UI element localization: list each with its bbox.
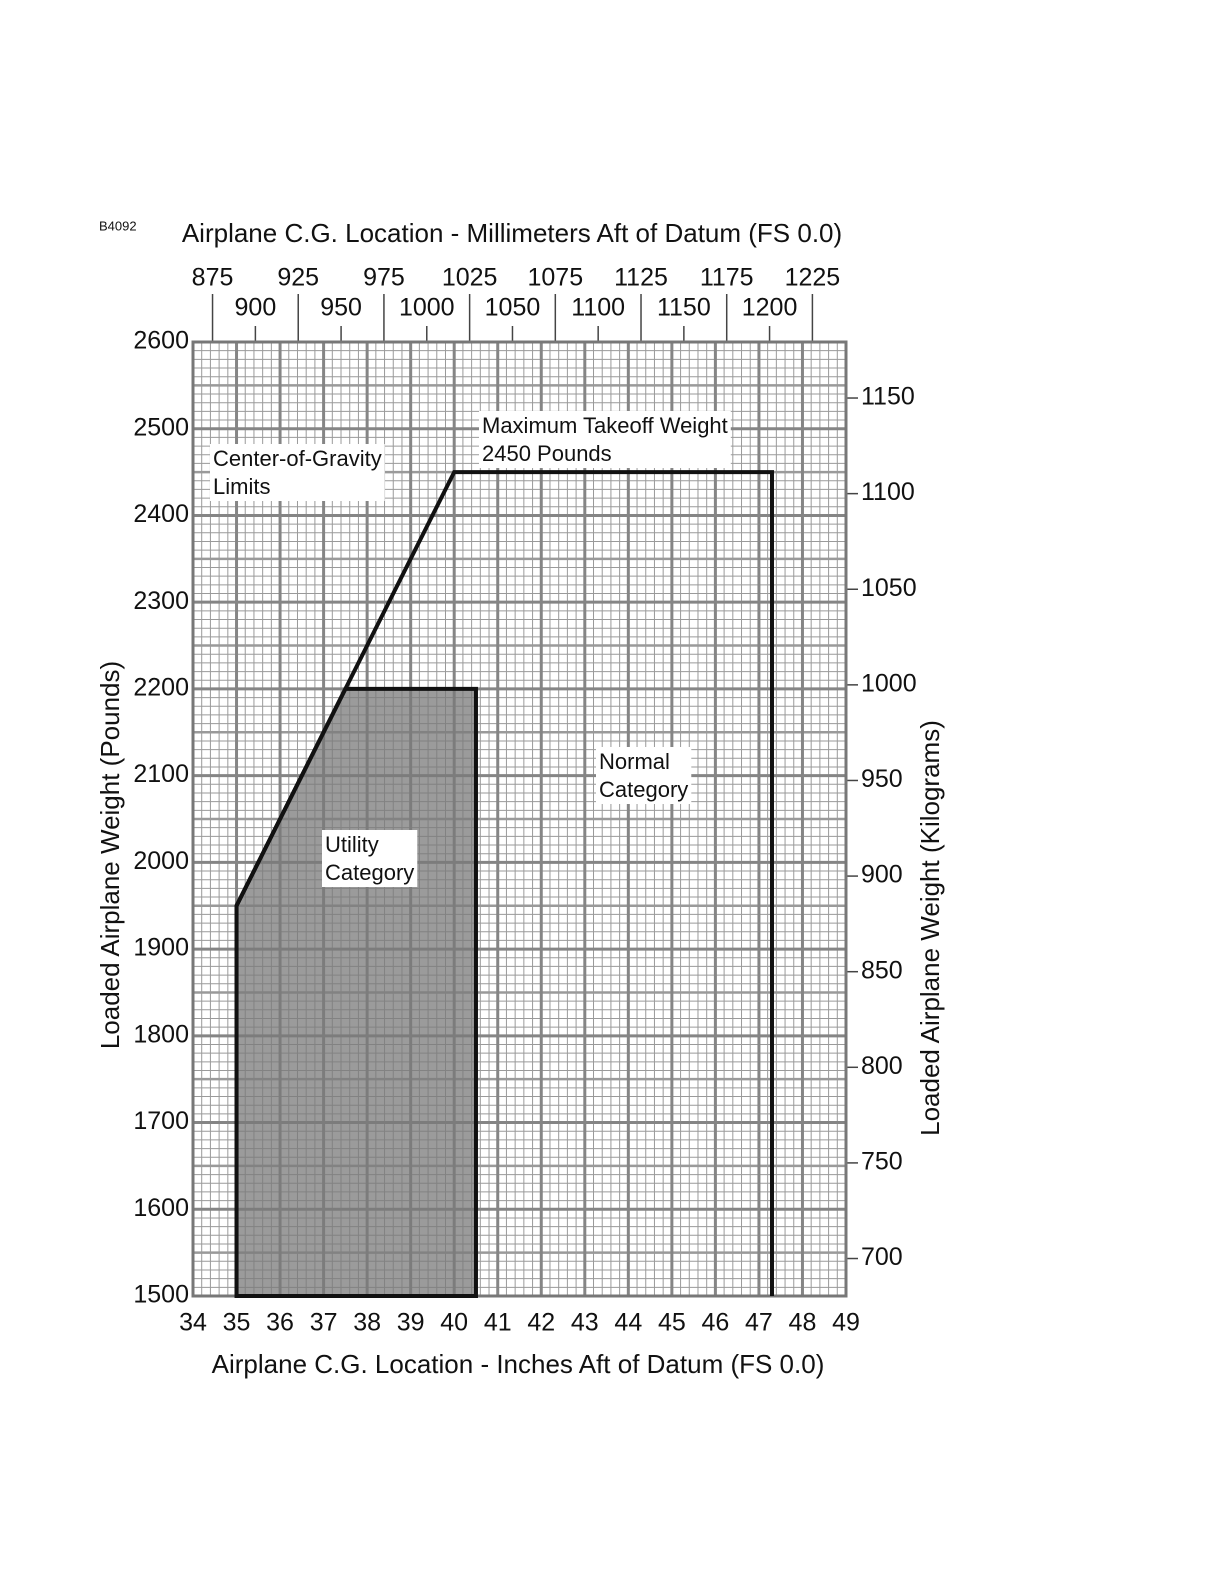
y-tick-label: 1600 bbox=[133, 1194, 189, 1222]
y-tick-label: 2200 bbox=[133, 674, 189, 702]
x2-tick-label: 925 bbox=[277, 264, 319, 292]
annotation-text: Limits bbox=[213, 474, 270, 499]
x2-tick-label: 875 bbox=[192, 264, 234, 292]
y-tick-label: 1500 bbox=[133, 1281, 189, 1309]
annotation-background bbox=[596, 747, 692, 804]
x2-tick-label: 1050 bbox=[485, 294, 541, 322]
x2-tick-label: 1175 bbox=[700, 264, 754, 292]
annotation: Center-of-Gravity Limits bbox=[210, 444, 385, 501]
x-tick-label: 38 bbox=[353, 1309, 381, 1337]
x2-tick-label: 1150 bbox=[657, 294, 711, 322]
x2-tick-label: 1200 bbox=[742, 294, 798, 322]
x2-tick-label: 1025 bbox=[442, 264, 498, 292]
x-axis-label: Airplane C.G. Location - Inches Aft of D… bbox=[212, 1349, 825, 1379]
x2-tick-label: 1225 bbox=[785, 264, 841, 292]
annotation-background bbox=[210, 444, 385, 501]
x-tick-label: 49 bbox=[832, 1309, 860, 1337]
y2-tick-label: 900 bbox=[861, 861, 903, 889]
x-tick-label: 47 bbox=[745, 1309, 773, 1337]
x2-tick-label: 1000 bbox=[399, 294, 455, 322]
y2-tick-label: 1000 bbox=[861, 669, 917, 697]
x2-tick-label: 900 bbox=[235, 294, 277, 322]
annotation-text: 2450 Pounds bbox=[482, 441, 612, 466]
y-tick-label: 2100 bbox=[133, 760, 189, 788]
y2-tick-label: 1100 bbox=[861, 478, 915, 506]
annotation-text: Maximum Takeoff Weight bbox=[482, 413, 728, 438]
annotation-text: Category bbox=[325, 860, 414, 885]
x2-tick-label: 1075 bbox=[528, 264, 584, 292]
annotation: Maximum Takeoff Weight 2450 Pounds bbox=[479, 411, 731, 468]
y-tick-label: 2600 bbox=[133, 327, 189, 355]
annotation-background bbox=[322, 830, 418, 887]
y-tick-label: 1900 bbox=[133, 934, 189, 962]
y2-tick-label: 1050 bbox=[861, 574, 917, 602]
y-tick-label: 2500 bbox=[133, 413, 189, 441]
x-tick-label: 46 bbox=[701, 1309, 729, 1337]
y2-tick-label: 750 bbox=[861, 1148, 903, 1176]
x-tick-label: 34 bbox=[179, 1309, 207, 1337]
x2-tick-label: 1100 bbox=[571, 294, 625, 322]
y2-axis-label: Loaded Airplane Weight (Kilograms) bbox=[915, 720, 945, 1136]
x-tick-label: 36 bbox=[266, 1309, 294, 1337]
y-tick-label: 2000 bbox=[133, 847, 189, 875]
x-tick-label: 39 bbox=[397, 1309, 425, 1337]
x-tick-label: 42 bbox=[527, 1309, 555, 1337]
annotation-text: Center-of-Gravity bbox=[213, 446, 382, 471]
figure-code: B4092 bbox=[99, 218, 137, 233]
chart-title: Airplane C.G. Location - Millimeters Aft… bbox=[182, 218, 842, 248]
y-tick-label: 1700 bbox=[133, 1107, 189, 1135]
envelope bbox=[234, 470, 774, 1296]
x-tick-label: 44 bbox=[614, 1309, 642, 1337]
y-tick-label: 2400 bbox=[133, 500, 189, 528]
y-tick-label: 2300 bbox=[133, 587, 189, 615]
y2-tick-label: 850 bbox=[861, 956, 903, 984]
y-tick-label: 1800 bbox=[133, 1020, 189, 1048]
x2-tick-label: 950 bbox=[320, 294, 362, 322]
x-tick-label: 40 bbox=[440, 1309, 468, 1337]
x-tick-label: 37 bbox=[310, 1309, 338, 1337]
y2-tick-label: 950 bbox=[861, 765, 903, 793]
x-tick-label: 48 bbox=[789, 1309, 817, 1337]
x-tick-label: 45 bbox=[658, 1309, 686, 1337]
annotation-text: Utility bbox=[325, 832, 379, 857]
annotation-text: Normal bbox=[599, 749, 670, 774]
envelope bbox=[234, 686, 478, 1298]
y2-tick-label: 800 bbox=[861, 1052, 903, 1080]
plot-frame bbox=[191, 340, 848, 1298]
y2-tick-label: 700 bbox=[861, 1243, 903, 1271]
x2-tick-label: 1125 bbox=[614, 264, 668, 292]
x2-tick-label: 975 bbox=[363, 264, 405, 292]
annotation-background bbox=[479, 411, 731, 468]
y-axis-label: Loaded Airplane Weight (Pounds) bbox=[95, 661, 125, 1049]
x-tick-label: 41 bbox=[484, 1309, 512, 1337]
annotation: Utility Category bbox=[322, 830, 418, 887]
annotation-text: Category bbox=[599, 777, 688, 802]
x-tick-label: 35 bbox=[223, 1309, 251, 1337]
annotation: Normal Category bbox=[596, 747, 692, 804]
y2-tick-label: 1150 bbox=[861, 383, 915, 411]
x-tick-label: 43 bbox=[571, 1309, 599, 1337]
